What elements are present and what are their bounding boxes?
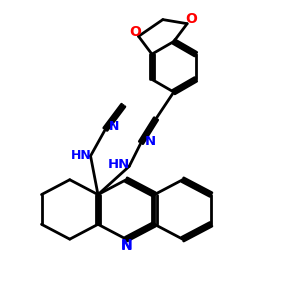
Text: O: O (129, 25, 141, 39)
Text: N: N (145, 135, 156, 148)
Text: HN: HN (71, 149, 92, 162)
Text: N: N (120, 238, 132, 252)
Text: N: N (109, 120, 119, 133)
Text: HN: HN (108, 158, 130, 171)
Text: N: N (120, 239, 132, 253)
Text: O: O (185, 12, 197, 26)
